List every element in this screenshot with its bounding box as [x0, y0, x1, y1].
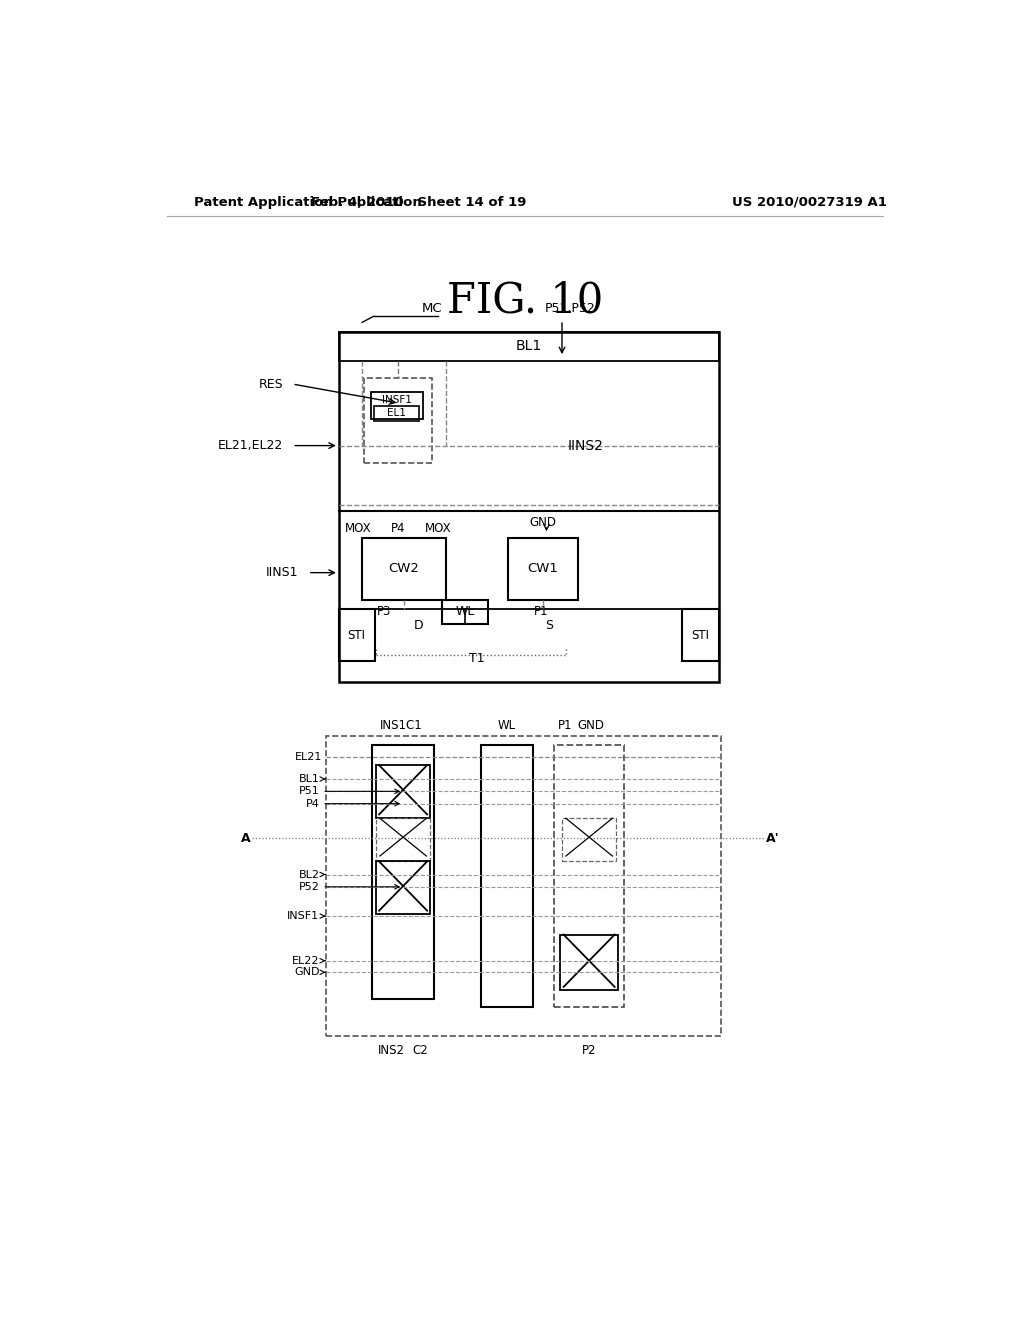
Text: STI: STI — [692, 628, 710, 642]
Text: P4: P4 — [305, 799, 399, 809]
Text: EL21,EL22: EL21,EL22 — [218, 440, 283, 453]
Text: INSF1: INSF1 — [382, 395, 412, 405]
Text: FIG. 10: FIG. 10 — [446, 280, 603, 322]
Bar — [376, 862, 430, 913]
Text: IINS1: IINS1 — [266, 566, 299, 579]
Bar — [442, 599, 488, 624]
Bar — [372, 392, 423, 420]
Bar — [362, 539, 445, 599]
Bar — [376, 766, 430, 817]
Bar — [339, 331, 719, 682]
Text: MC: MC — [422, 302, 442, 314]
Text: MOX: MOX — [425, 521, 452, 535]
Bar — [480, 744, 534, 1007]
Text: WL: WL — [456, 606, 475, 619]
Text: INS1C1: INS1C1 — [380, 719, 423, 733]
Text: P4: P4 — [390, 521, 404, 535]
Text: MOX: MOX — [345, 521, 372, 535]
Bar — [364, 378, 432, 462]
Text: BL1: BL1 — [515, 339, 542, 354]
Text: Patent Application Publication: Patent Application Publication — [194, 195, 422, 209]
Text: S: S — [545, 619, 553, 632]
Text: P51: P51 — [299, 787, 399, 796]
Bar — [376, 818, 430, 861]
Text: EL21: EL21 — [294, 751, 322, 762]
Text: A: A — [241, 832, 251, 845]
Text: D: D — [414, 619, 424, 632]
Bar — [682, 609, 719, 661]
Text: BL2: BL2 — [298, 870, 325, 879]
Bar — [326, 737, 721, 1036]
Text: EL1: EL1 — [387, 408, 407, 418]
Bar — [339, 331, 719, 360]
Text: CW2: CW2 — [388, 562, 420, 576]
Text: P1: P1 — [558, 719, 572, 733]
Text: BL1: BL1 — [299, 774, 325, 784]
Text: GND: GND — [294, 968, 325, 977]
Text: P52: P52 — [299, 882, 399, 892]
Bar — [554, 744, 624, 1007]
Text: CW1: CW1 — [527, 562, 558, 576]
Text: STI: STI — [347, 628, 366, 642]
Text: GND: GND — [529, 516, 556, 529]
Text: INSF1: INSF1 — [288, 911, 325, 921]
Text: EL22: EL22 — [292, 956, 325, 966]
Bar — [562, 818, 616, 861]
Bar — [372, 744, 434, 999]
Text: RES: RES — [258, 378, 283, 391]
Bar — [560, 935, 617, 990]
Text: A': A' — [766, 832, 779, 845]
Text: P51,P52: P51,P52 — [545, 302, 595, 314]
Text: T1: T1 — [469, 652, 484, 665]
Text: P3: P3 — [377, 605, 391, 618]
Text: INS2: INS2 — [378, 1044, 406, 1056]
Text: C2: C2 — [413, 1044, 428, 1056]
Text: P1: P1 — [534, 605, 548, 618]
Text: IINS2: IINS2 — [567, 438, 603, 453]
Text: P2: P2 — [582, 1044, 596, 1056]
Bar — [339, 609, 375, 661]
Text: US 2010/0027319 A1: US 2010/0027319 A1 — [732, 195, 888, 209]
Text: GND: GND — [578, 719, 604, 733]
Text: Feb. 4, 2010   Sheet 14 of 19: Feb. 4, 2010 Sheet 14 of 19 — [311, 195, 526, 209]
Text: WL: WL — [498, 719, 516, 733]
Bar — [508, 539, 578, 599]
Bar — [375, 405, 420, 421]
